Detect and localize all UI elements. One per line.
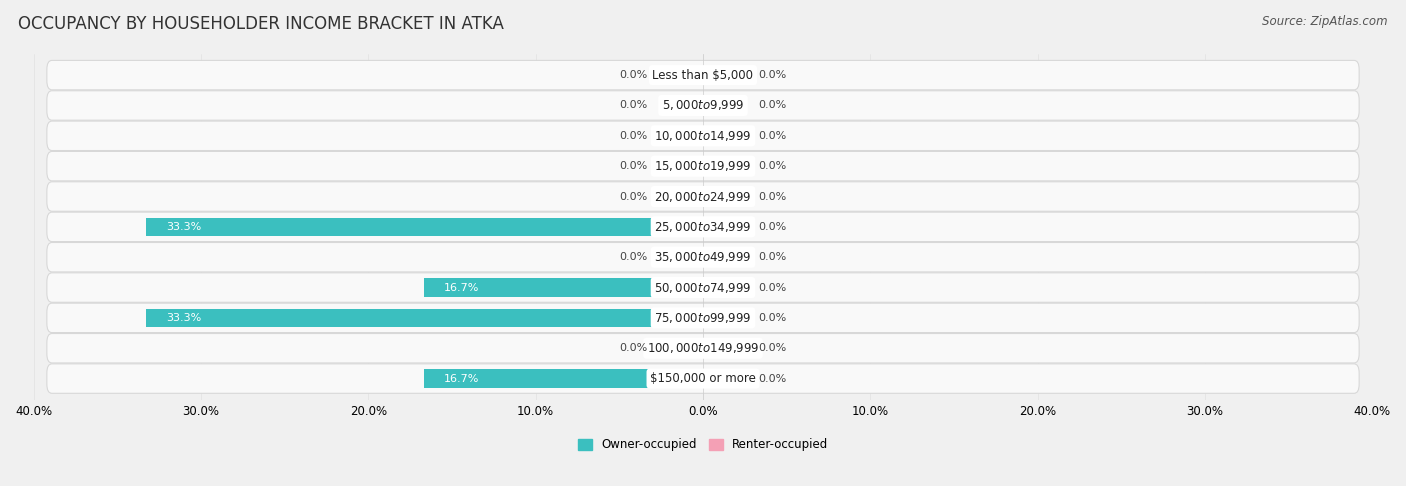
Bar xyxy=(661,248,703,266)
Text: $15,000 to $19,999: $15,000 to $19,999 xyxy=(654,159,752,173)
Text: 16.7%: 16.7% xyxy=(443,282,479,293)
Bar xyxy=(703,188,745,206)
FancyBboxPatch shape xyxy=(46,333,1360,363)
Bar xyxy=(703,339,745,357)
Bar xyxy=(146,309,703,327)
Text: 33.3%: 33.3% xyxy=(166,313,201,323)
Text: 0.0%: 0.0% xyxy=(758,282,786,293)
Bar xyxy=(703,278,745,296)
Bar xyxy=(703,66,745,84)
Bar xyxy=(703,218,745,236)
Text: $5,000 to $9,999: $5,000 to $9,999 xyxy=(662,99,744,112)
Bar xyxy=(661,188,703,206)
Text: $150,000 or more: $150,000 or more xyxy=(650,372,756,385)
Text: 0.0%: 0.0% xyxy=(758,252,786,262)
Text: 0.0%: 0.0% xyxy=(758,70,786,80)
Text: OCCUPANCY BY HOUSEHOLDER INCOME BRACKET IN ATKA: OCCUPANCY BY HOUSEHOLDER INCOME BRACKET … xyxy=(18,15,505,33)
FancyBboxPatch shape xyxy=(46,91,1360,120)
Text: 0.0%: 0.0% xyxy=(620,101,648,110)
Text: 0.0%: 0.0% xyxy=(758,161,786,171)
Text: 0.0%: 0.0% xyxy=(620,131,648,141)
FancyBboxPatch shape xyxy=(46,243,1360,272)
FancyBboxPatch shape xyxy=(46,303,1360,332)
Text: 0.0%: 0.0% xyxy=(758,222,786,232)
Bar xyxy=(661,127,703,145)
Text: $75,000 to $99,999: $75,000 to $99,999 xyxy=(654,311,752,325)
Bar xyxy=(703,309,745,327)
Text: 0.0%: 0.0% xyxy=(620,191,648,202)
Text: $20,000 to $24,999: $20,000 to $24,999 xyxy=(654,190,752,204)
Legend: Owner-occupied, Renter-occupied: Owner-occupied, Renter-occupied xyxy=(572,434,834,456)
FancyBboxPatch shape xyxy=(46,182,1360,211)
Text: 0.0%: 0.0% xyxy=(620,70,648,80)
Text: 0.0%: 0.0% xyxy=(758,374,786,383)
Text: 0.0%: 0.0% xyxy=(758,101,786,110)
Text: 16.7%: 16.7% xyxy=(443,374,479,383)
Bar xyxy=(423,369,703,388)
Text: 0.0%: 0.0% xyxy=(620,252,648,262)
FancyBboxPatch shape xyxy=(46,273,1360,302)
FancyBboxPatch shape xyxy=(46,60,1360,90)
Text: 33.3%: 33.3% xyxy=(166,222,201,232)
Bar xyxy=(661,66,703,84)
Text: 0.0%: 0.0% xyxy=(758,343,786,353)
Text: 0.0%: 0.0% xyxy=(758,313,786,323)
Text: 0.0%: 0.0% xyxy=(620,161,648,171)
Text: 0.0%: 0.0% xyxy=(620,343,648,353)
Bar xyxy=(703,127,745,145)
FancyBboxPatch shape xyxy=(46,152,1360,181)
Bar xyxy=(703,157,745,175)
FancyBboxPatch shape xyxy=(46,364,1360,393)
Bar xyxy=(423,278,703,296)
FancyBboxPatch shape xyxy=(46,121,1360,151)
Text: $50,000 to $74,999: $50,000 to $74,999 xyxy=(654,280,752,295)
Text: $25,000 to $34,999: $25,000 to $34,999 xyxy=(654,220,752,234)
Text: $10,000 to $14,999: $10,000 to $14,999 xyxy=(654,129,752,143)
Bar xyxy=(703,96,745,115)
Bar xyxy=(703,248,745,266)
Bar xyxy=(661,96,703,115)
Text: Less than $5,000: Less than $5,000 xyxy=(652,69,754,82)
Text: $35,000 to $49,999: $35,000 to $49,999 xyxy=(654,250,752,264)
Bar xyxy=(661,157,703,175)
Text: $100,000 to $149,999: $100,000 to $149,999 xyxy=(647,341,759,355)
Bar xyxy=(146,218,703,236)
Bar xyxy=(661,339,703,357)
Text: 0.0%: 0.0% xyxy=(758,191,786,202)
Text: 0.0%: 0.0% xyxy=(758,131,786,141)
FancyBboxPatch shape xyxy=(46,212,1360,242)
Bar xyxy=(703,369,745,388)
Text: Source: ZipAtlas.com: Source: ZipAtlas.com xyxy=(1263,15,1388,28)
